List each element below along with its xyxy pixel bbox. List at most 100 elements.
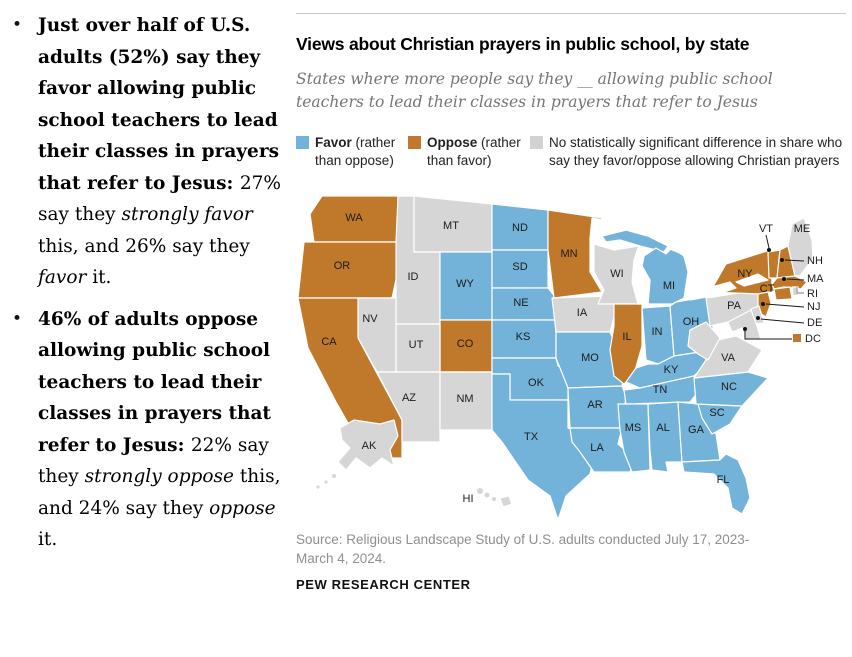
- state-CT: [773, 286, 793, 301]
- legend-label-oppose: Oppose (rather than favor): [427, 135, 521, 168]
- state-label-NC: NC: [721, 381, 737, 393]
- state-AK-island: [324, 480, 328, 484]
- state-label-FL: FL: [717, 474, 730, 486]
- chart-panel: Views about Christian prayers in public …: [296, 0, 846, 657]
- state-label-UT: UT: [409, 339, 424, 351]
- state-label-TN: TN: [653, 384, 668, 396]
- chart-title: Views about Christian prayers in public …: [296, 34, 750, 54]
- state-label-OK: OK: [528, 377, 545, 389]
- state-label-KS: KS: [516, 331, 531, 343]
- leader-dot-nh: [780, 258, 784, 262]
- legend-item-favor: Favor (rather than oppose): [296, 134, 410, 169]
- chart-subtitle: States where more people say they __ all…: [296, 70, 773, 111]
- state-IA: [551, 295, 617, 333]
- state-AK-island: [316, 485, 320, 489]
- state-label-AZ: AZ: [402, 392, 416, 404]
- lake-erie: [685, 281, 737, 301]
- state-HI-island: [492, 497, 496, 501]
- leader-dot-vt: [767, 248, 771, 252]
- state-label-WA: WA: [345, 212, 363, 224]
- state-label-NY: NY: [737, 268, 753, 280]
- legend-label-favor: Favor (rather than oppose): [315, 135, 396, 168]
- state-label-AK: AK: [362, 440, 377, 452]
- state-HI-island: [499, 495, 513, 508]
- state-label-NM: NM: [456, 393, 473, 405]
- state-label-MS: MS: [625, 422, 642, 434]
- state-label-IN: IN: [652, 326, 663, 338]
- state-label-NJ: NJ: [807, 301, 820, 313]
- state-AZ: [376, 371, 441, 443]
- state-label-WY: WY: [456, 278, 474, 290]
- state-label-VT: VT: [759, 223, 773, 235]
- state-label-NH: NH: [807, 255, 823, 267]
- state-MD: [727, 309, 762, 341]
- state-label-LA: LA: [590, 442, 604, 454]
- bullet-text-favor: Just over half of U.S. adults (52%) say …: [38, 15, 281, 288]
- state-label-CA: CA: [321, 336, 337, 348]
- state-label-WI: WI: [610, 268, 623, 280]
- summary-bullets: Just over half of U.S. adults (52%) say …: [12, 4, 284, 556]
- us-choropleth-map: WA OR CA NV ID UT AZ MT WY CO NM ND SD N…: [297, 195, 824, 521]
- state-AL: [647, 401, 683, 473]
- state-label-CT: CT: [760, 283, 775, 295]
- leader-line-nj: [765, 303, 805, 308]
- leader-line-ma: [786, 278, 805, 281]
- legend-label-nodiff: No statistically significant difference …: [549, 135, 843, 168]
- leader-line-dc: [744, 331, 792, 340]
- state-label-ID: ID: [408, 271, 419, 283]
- state-label-MT: MT: [443, 220, 459, 232]
- state-label-NV: NV: [362, 313, 378, 325]
- bullet-marker: [12, 10, 38, 294]
- dc-swatch: [793, 334, 801, 342]
- state-AK-island: [332, 474, 336, 478]
- state-label-MA: MA: [807, 273, 824, 285]
- lake-huron: [667, 245, 689, 263]
- state-label-DC: DC: [805, 333, 821, 345]
- state-label-SC: SC: [709, 407, 724, 419]
- state-label-TX: TX: [524, 431, 539, 443]
- state-label-MI: MI: [663, 280, 675, 292]
- state-label-RI: RI: [807, 288, 818, 300]
- leader-line-vt: [765, 234, 770, 249]
- leader-dot-ma: [782, 277, 786, 281]
- lake-superior: [589, 217, 669, 247]
- state-label-DE: DE: [807, 317, 822, 329]
- state-label-CO: CO: [457, 338, 474, 350]
- state-HI-island: [484, 492, 490, 498]
- state-label-OR: OR: [334, 260, 351, 272]
- legend: Favor (rather than oppose) Oppose (rathe…: [296, 134, 846, 190]
- brand-label: PEW RESEARCH CENTER: [296, 577, 471, 592]
- state-label-IA: IA: [577, 307, 588, 319]
- legend-item-nodiff: No statistically significant difference …: [530, 134, 846, 169]
- legend-swatch-favor: [296, 136, 309, 149]
- state-label-MO: MO: [581, 352, 599, 364]
- bullet-item: Just over half of U.S. adults (52%) say …: [12, 10, 284, 294]
- state-label-PA: PA: [727, 300, 742, 312]
- state-RI: [791, 286, 800, 297]
- leader-dot-de: [756, 316, 760, 320]
- state-label-MN: MN: [560, 248, 577, 260]
- state-TX: [491, 373, 599, 521]
- legend-swatch-oppose: [408, 136, 421, 149]
- state-label-KY: KY: [664, 364, 679, 376]
- lake-ontario: [735, 273, 769, 287]
- state-label-AL: AL: [656, 422, 669, 434]
- legend-item-oppose: Oppose (rather than favor): [408, 134, 530, 169]
- bullet-marker: [12, 304, 38, 556]
- state-AK: [337, 419, 399, 471]
- source-line-1: Source: Religious Landscape Study of U.S…: [296, 532, 750, 547]
- leader-line-ri: [796, 287, 804, 294]
- legend-swatch-nodiff: [530, 136, 543, 149]
- state-HI-island: [477, 488, 483, 494]
- state-label-GA: GA: [688, 424, 705, 436]
- bullet-text-oppose: 46% of adults oppose allowing public sch…: [38, 308, 281, 551]
- leader-line-de: [760, 318, 805, 324]
- state-WV: [687, 321, 721, 361]
- leader-dot-nj: [761, 302, 765, 306]
- top-divider: [296, 13, 846, 14]
- state-label-OH: OH: [683, 316, 700, 328]
- leader-dot-dc: [743, 327, 747, 331]
- lake-michigan: [631, 247, 651, 305]
- state-CA: [297, 297, 403, 459]
